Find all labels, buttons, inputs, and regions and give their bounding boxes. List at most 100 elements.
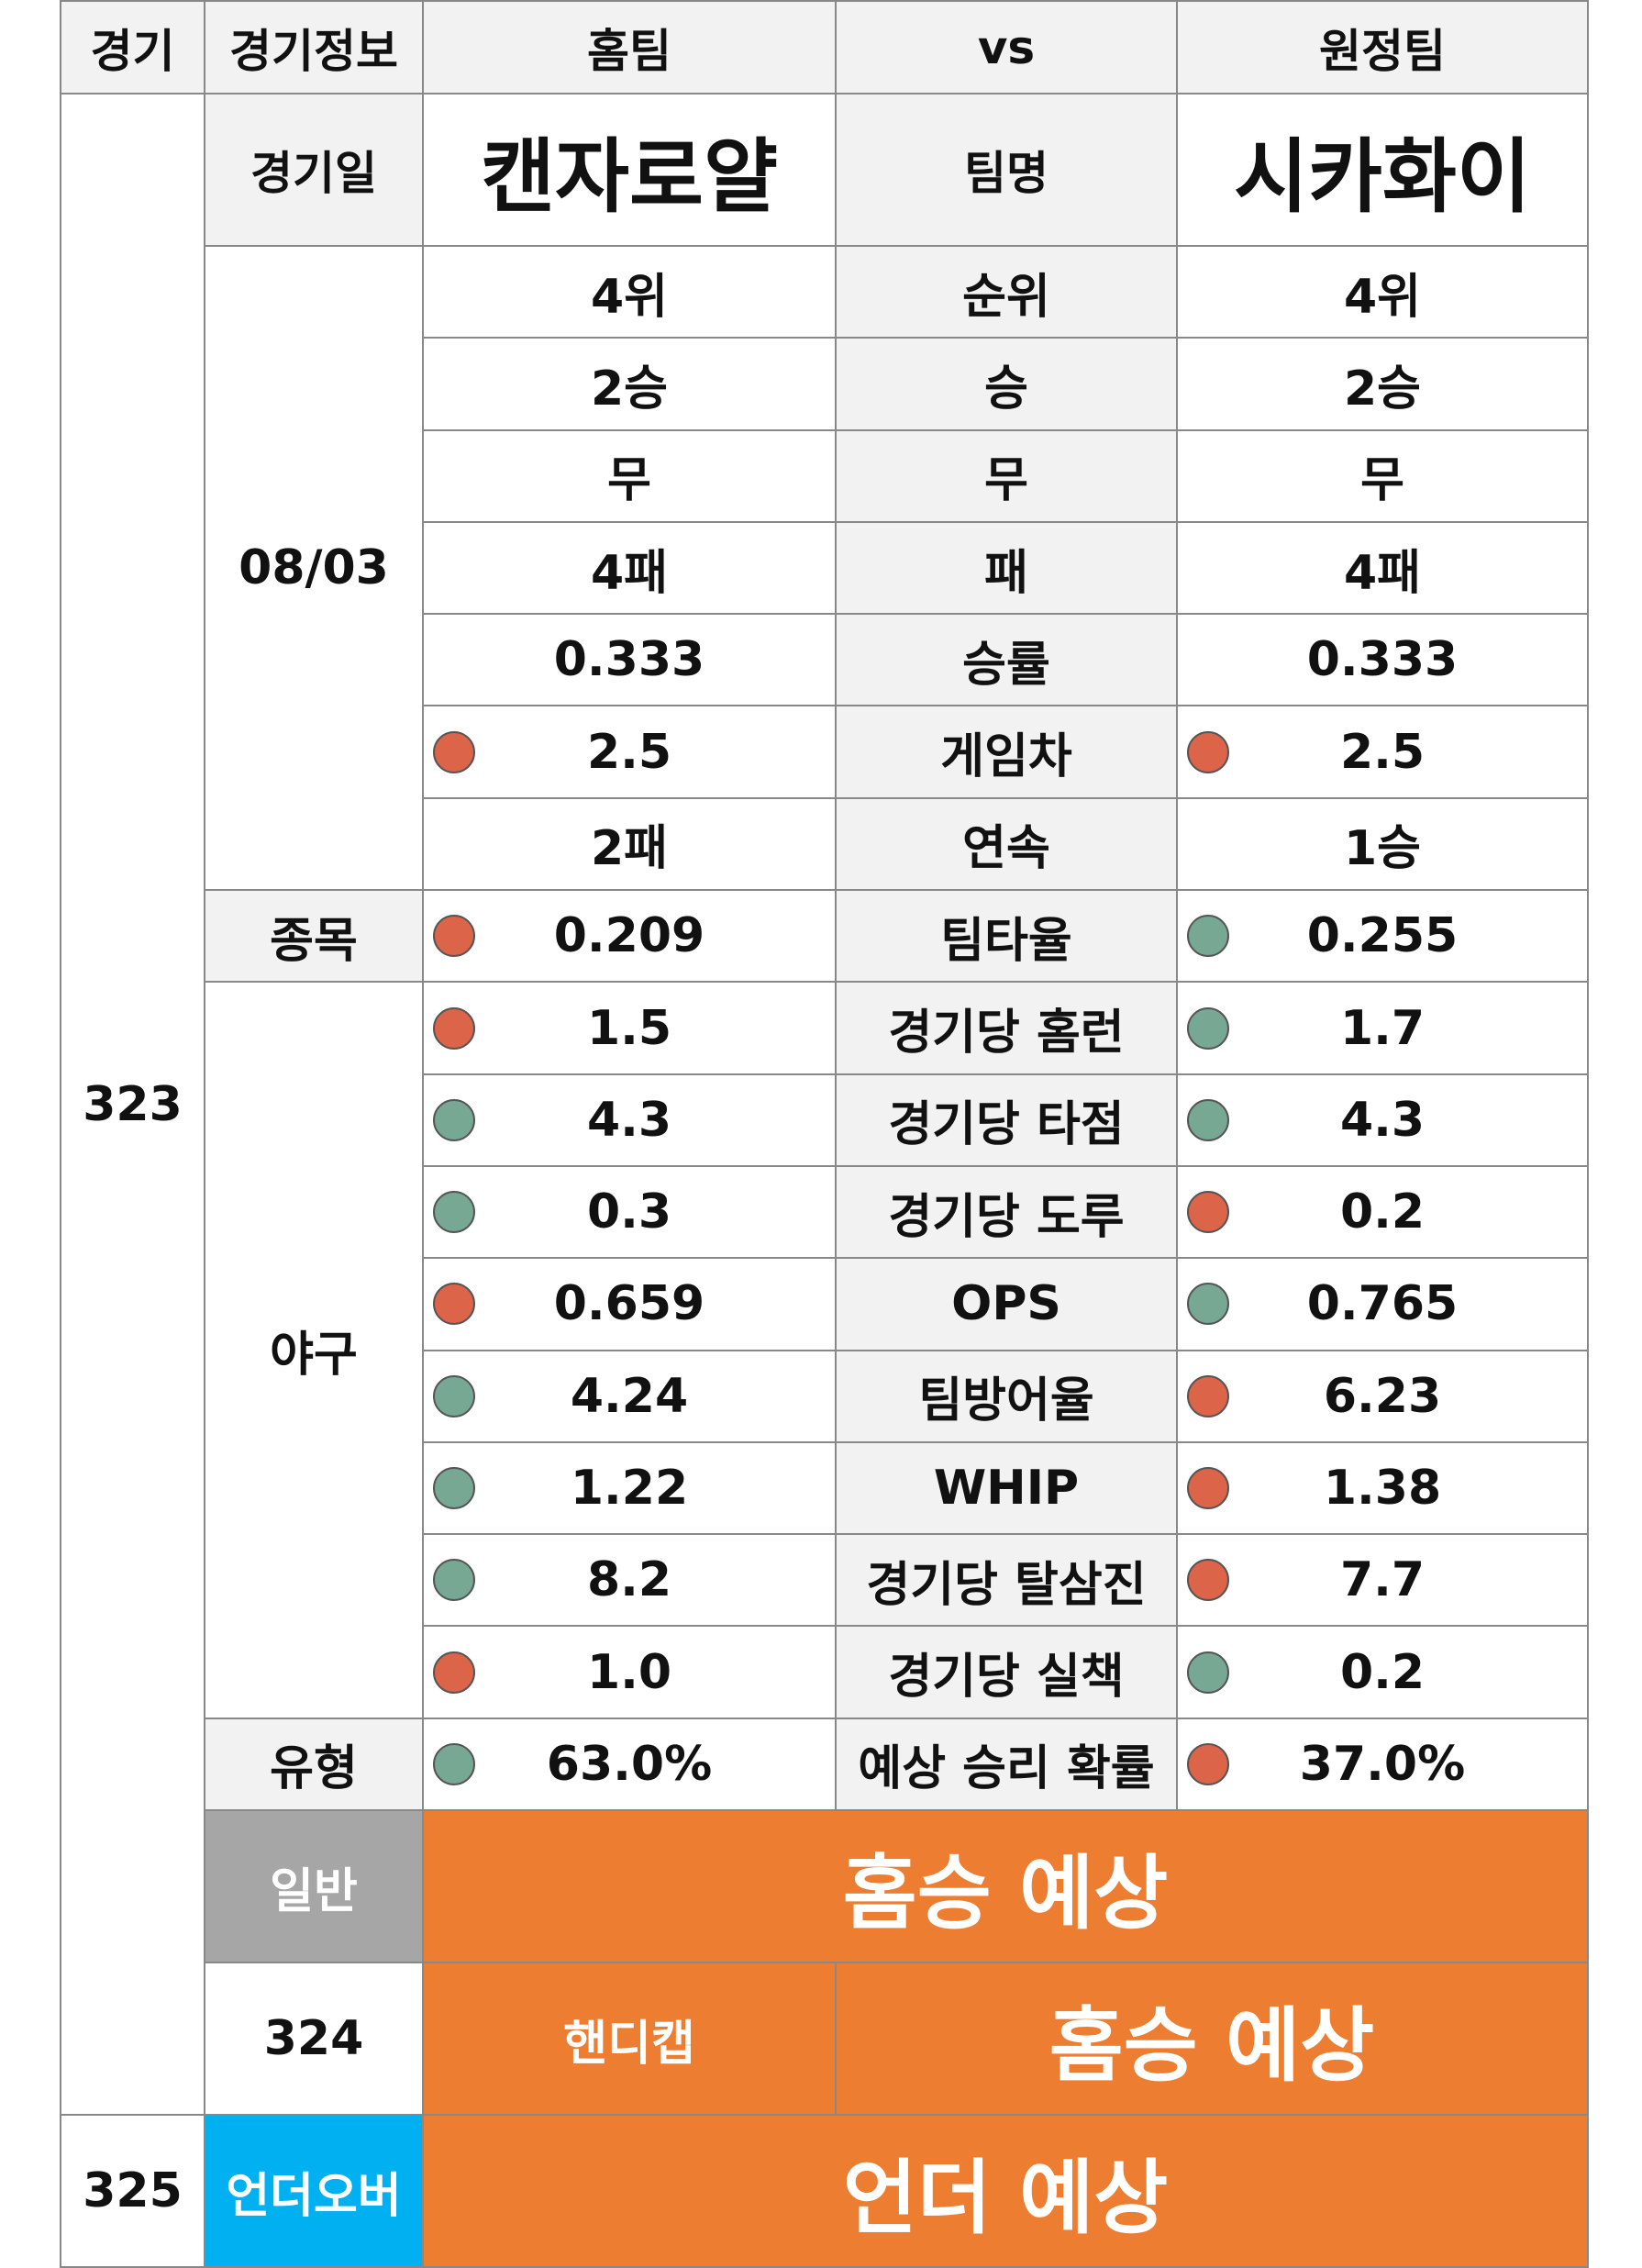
status-dot-icon — [1187, 1467, 1229, 1509]
header-game: 경기 — [60, 0, 205, 94]
home-stat-value: 1.22 — [570, 1461, 689, 1516]
away-team-name: 시카화이 — [1176, 93, 1589, 247]
stat-row: 08/03 4위 순위 4위 — [61, 244, 1589, 892]
status-dot-icon — [1187, 1559, 1229, 1602]
home-stat-cell: 2승 — [422, 337, 837, 431]
away-stat-value: 2승 — [1343, 361, 1422, 417]
bet-type-badge: 언더오버 — [204, 2114, 424, 2268]
away-stat-value: 6.23 — [1323, 1368, 1442, 1424]
prediction-result: 언더 예상 — [422, 2114, 1589, 2268]
stat-label: 경기당 탈삼진 — [835, 1533, 1178, 1628]
bet-type-badge: 핸디캡 — [422, 1962, 837, 2117]
status-dot-icon — [1187, 915, 1229, 958]
away-stat-cell: 37.0% — [1176, 1717, 1589, 1812]
status-dot-icon — [1187, 1651, 1229, 1694]
away-stat-cell: 6.23 — [1176, 1349, 1589, 1443]
stat-label: 경기당 도루 — [835, 1164, 1178, 1260]
stat-row: 종목 0.209 팀타율 0.255 — [61, 889, 1589, 984]
home-stat-value: 4.24 — [570, 1368, 689, 1424]
home-stat-value: 8.2 — [586, 1552, 672, 1608]
home-stat-cell: 1.5 — [422, 981, 837, 1075]
stat-label: 팀타율 — [835, 889, 1178, 984]
home-stat-cell: 0.333 — [422, 613, 837, 707]
status-dot-icon — [1187, 1374, 1229, 1418]
stat-label: 경기당 홈런 — [835, 981, 1178, 1075]
stat-label: 경기당 타점 — [835, 1073, 1178, 1167]
away-stat-value: 4패 — [1343, 545, 1422, 601]
stat-row: 1.22 WHIP 1.38 — [61, 1440, 1589, 1536]
away-stat-value: 2.5 — [1339, 724, 1426, 780]
prediction-row: 324 핸디캡 홈승 예상 — [61, 1962, 1589, 2117]
game-number: 324 — [204, 1962, 424, 2117]
home-stat-cell: 4.24 — [422, 1349, 837, 1443]
home-stat-value: 2패 — [590, 821, 669, 877]
game-number: 323 — [60, 92, 205, 2117]
stat-label: WHIP — [835, 1440, 1178, 1536]
stat-label: 승 — [835, 337, 1178, 431]
home-stat-cell: 0.209 — [422, 889, 837, 984]
status-dot-icon — [1187, 1742, 1229, 1785]
status-dot-icon — [433, 1559, 475, 1602]
home-stat-value: 63.0% — [546, 1736, 713, 1792]
header-home: 홈팀 — [422, 0, 837, 94]
home-stat-cell: 1.0 — [422, 1625, 837, 1719]
home-stat-value: 무 — [607, 453, 651, 509]
status-dot-icon — [433, 1374, 475, 1418]
away-stat-cell: 무 — [1176, 428, 1589, 523]
status-dot-icon — [1187, 730, 1229, 773]
home-stat-value: 0.333 — [553, 632, 705, 688]
status-dot-icon — [433, 730, 475, 773]
stat-label: 연속 — [835, 796, 1178, 892]
home-stat-cell: 63.0% — [422, 1717, 837, 1812]
away-stat-value: 무 — [1360, 453, 1404, 509]
stat-row: 유형 63.0% 예상 승리 확률 37.0% — [61, 1717, 1589, 1812]
stat-row: 2승 승 2승 — [61, 337, 1589, 431]
home-stat-cell: 4위 — [422, 244, 837, 339]
away-stat-cell: 0.765 — [1176, 1257, 1589, 1351]
away-stat-value: 0.765 — [1306, 1276, 1459, 1332]
home-stat-value: 4위 — [590, 269, 669, 325]
home-stat-cell: 4패 — [422, 520, 837, 616]
stat-row: 0.659 OPS 0.765 — [61, 1257, 1589, 1351]
header-away: 원정팀 — [1176, 0, 1589, 94]
prediction-result: 홈승 예상 — [422, 1809, 1589, 1964]
home-stat-value: 0.659 — [553, 1276, 705, 1332]
stat-row: 8.2 경기당 탈삼진 7.7 — [61, 1533, 1589, 1628]
home-stat-value: 1.0 — [586, 1644, 672, 1700]
game-number: 325 — [60, 2114, 205, 2268]
prediction-row: 일반 홈승 예상 — [61, 1809, 1589, 1964]
away-stat-cell: 0.255 — [1176, 889, 1589, 984]
home-stat-cell: 2패 — [422, 796, 837, 892]
away-stat-cell: 1.7 — [1176, 981, 1589, 1075]
bet-type-badge: 일반 — [204, 1809, 424, 1964]
team-name-row: 323 경기일 캔자로얄 팀명 시카화이 — [60, 92, 1589, 2117]
home-stat-cell: 2.5 — [422, 705, 837, 799]
home-stat-value: 0.3 — [586, 1184, 672, 1240]
home-stat-value: 1.5 — [586, 1000, 672, 1056]
home-team-name: 캔자로얄 — [422, 93, 837, 247]
status-dot-icon — [1187, 1006, 1229, 1050]
home-stat-cell: 무 — [422, 428, 837, 523]
status-dot-icon — [433, 1467, 475, 1509]
stat-row: 야구 1.5 경기당 홈런 1.7 — [61, 981, 1589, 1719]
status-dot-icon — [1187, 1283, 1229, 1326]
status-dot-icon — [433, 915, 475, 958]
away-stat-cell: 4위 — [1176, 244, 1589, 339]
prediction-result: 홈승 예상 — [835, 1962, 1589, 2117]
stat-label: 게임차 — [835, 705, 1178, 799]
team-label: 팀명 — [835, 93, 1178, 247]
stat-row: 4패 패 4패 — [61, 520, 1589, 616]
away-stat-value: 0.2 — [1339, 1644, 1426, 1700]
away-stat-cell: 1.38 — [1176, 1440, 1589, 1536]
away-stat-value: 0.255 — [1306, 908, 1459, 964]
home-stat-value: 4.3 — [586, 1092, 672, 1148]
status-dot-icon — [433, 1191, 475, 1234]
status-dot-icon — [433, 1283, 475, 1326]
home-stat-cell: 0.659 — [422, 1257, 837, 1351]
stat-row: 0.333 승률 0.333 — [61, 613, 1589, 707]
home-stat-cell: 8.2 — [422, 1533, 837, 1628]
away-stat-value: 4.3 — [1339, 1092, 1426, 1148]
stat-row: 4.24 팀방어율 6.23 — [61, 1349, 1589, 1443]
stat-row: 0.3 경기당 도루 0.2 — [61, 1164, 1589, 1260]
home-stat-value: 2승 — [590, 361, 669, 417]
